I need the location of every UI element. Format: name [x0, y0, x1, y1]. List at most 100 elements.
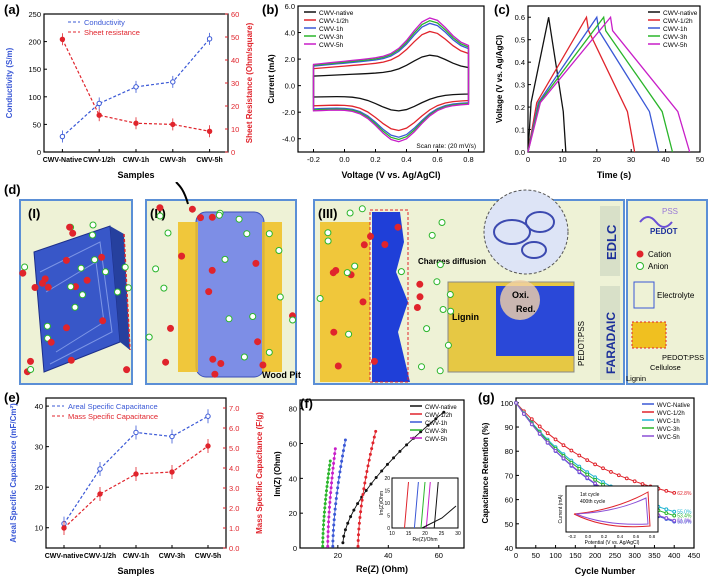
inset-y-label: Im(Z)/Ohm — [379, 491, 385, 515]
inset-x-tick-label: 0.6 — [633, 534, 640, 539]
x-tick-label: 0 — [514, 551, 518, 560]
y-tick-label: 0.3 — [515, 81, 525, 90]
cation-dot — [370, 357, 378, 365]
data-point — [206, 128, 213, 135]
wood-block-side — [110, 226, 130, 350]
data-point — [333, 512, 337, 516]
data-point — [335, 491, 339, 495]
data-point — [577, 466, 582, 471]
data-point — [206, 36, 213, 42]
y-tick-label: 80 — [505, 447, 513, 456]
anion-dot — [160, 284, 168, 292]
data-point — [325, 489, 329, 493]
x-tick-label: 40 — [661, 155, 669, 164]
y-tick-label: 3.0 — [229, 484, 239, 493]
y-tick-label: 50 — [231, 33, 239, 42]
data-point — [321, 544, 325, 548]
data-point — [327, 520, 331, 524]
data-point — [333, 507, 337, 511]
x-tick-label: 0.8 — [463, 155, 473, 164]
data-point — [322, 523, 326, 527]
anion-dot — [89, 231, 96, 239]
data-point — [324, 493, 328, 497]
x-tick-label: 0.4 — [401, 155, 411, 164]
cation-dot — [69, 229, 77, 237]
panel-label-c: (c) — [494, 2, 510, 17]
anion-dot — [156, 212, 164, 220]
x-tick-label: 0 — [526, 155, 530, 164]
x-tick-label: CWV-Native — [43, 157, 82, 164]
data-point — [561, 443, 566, 448]
data-point — [326, 539, 330, 543]
pedot-pss-vertical-label: PEDOT:PSS — [577, 321, 586, 366]
y-tick-label: 60 — [289, 440, 297, 449]
plot-frame — [297, 5, 485, 153]
y-tick-label: 0 — [37, 148, 41, 157]
cation-dot — [167, 324, 174, 332]
wood-grain — [39, 241, 113, 365]
anion-dot — [215, 211, 223, 219]
anion-dot — [358, 205, 366, 213]
x-tick-label: 300 — [628, 551, 641, 560]
data-point — [609, 470, 613, 474]
data-point — [371, 441, 375, 445]
redox-circle — [500, 280, 540, 320]
data-point — [529, 417, 534, 422]
series-line — [527, 15, 636, 153]
data-point — [334, 502, 338, 506]
cation-dot — [123, 366, 131, 374]
cation-dot — [188, 205, 196, 213]
y-tick-label: 20 — [289, 509, 297, 518]
data-point — [339, 465, 343, 469]
y-tick-label: 2.0 — [229, 504, 239, 513]
data-point — [514, 400, 518, 405]
data-point — [343, 438, 347, 442]
data-point — [96, 112, 102, 118]
anion-dot — [351, 262, 359, 270]
legend-entry: CWV-native — [663, 10, 698, 17]
cation-dot — [41, 275, 49, 283]
edlc-coil — [525, 211, 555, 233]
cation-dot — [67, 356, 75, 364]
inset-series-line — [421, 505, 457, 529]
y-tick-label: 0.0 — [229, 544, 239, 553]
data-point — [205, 443, 211, 449]
red-dashed-line — [123, 233, 131, 351]
data-point — [327, 515, 331, 519]
y-tick-label: 20 — [231, 102, 239, 111]
data-point — [169, 469, 175, 475]
legend-entry: WVC-1h — [657, 419, 680, 425]
data-point — [356, 502, 360, 506]
anion-dot — [249, 313, 257, 320]
legend-entry: CWV-1h — [319, 26, 344, 33]
data-point — [343, 528, 347, 532]
y-tick-label: 4.0 — [285, 29, 295, 38]
data-point — [334, 496, 338, 500]
data-point — [561, 456, 566, 461]
data-point — [341, 541, 345, 545]
x-tick-label: 10 — [558, 155, 566, 164]
x-tick-label: 50 — [532, 551, 540, 560]
panel-e: (e) 10 20 30 40 0.0 1.0 2.0 3.0 4.0 5.0 6.0 7.0 CWV-… — [0, 388, 270, 579]
anion-dot — [79, 291, 86, 299]
data-point — [331, 471, 335, 475]
data-point — [205, 413, 211, 419]
y-tick-label: 40 — [505, 544, 513, 553]
inset-x-tick-label: 25 — [439, 531, 445, 537]
legend-entry: CWV-1h — [425, 421, 447, 427]
x-tick-label: CWV-5h — [196, 157, 222, 164]
x-tick-label: 0.6 — [432, 155, 442, 164]
legend-entry: Areal Specific Capacitance — [68, 402, 158, 411]
y-tick-label: 10 — [35, 524, 43, 533]
legend-entry: WVC-1/2h — [657, 411, 685, 417]
chart-f: 0 20 40 60 80 20 40 60 Im(Z) (Ohm) Re(Z) (Ohm) CWV… — [273, 399, 465, 574]
pedot-grid-right — [262, 222, 282, 372]
anion-dot — [418, 363, 425, 371]
y-tick-label: 30 — [35, 443, 43, 452]
data-point — [133, 429, 139, 436]
y-tick-label: 6.0 — [285, 2, 295, 11]
x-axis-label: Samples — [117, 170, 154, 180]
anion-dot — [444, 341, 452, 349]
inset-x-tick-label: 15 — [406, 531, 412, 537]
series-line — [527, 15, 674, 153]
